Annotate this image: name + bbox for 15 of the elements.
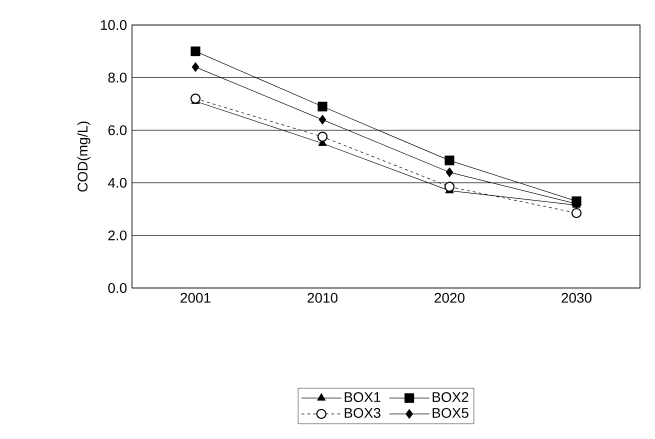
x-tick-label: 2020 — [434, 292, 465, 303]
y-tick-label: 2.0 — [108, 230, 127, 240]
y-tick-label: 10.0 — [100, 20, 127, 30]
y-axis-title: COD(mg/L) — [77, 122, 90, 192]
x-tick-label: 2001 — [180, 292, 210, 303]
x-tick-label: 2010 — [308, 292, 338, 303]
x-tick-label: 2030 — [562, 292, 592, 303]
y-tick-label: 8.0 — [108, 72, 127, 83]
legend-label: BOX3 — [344, 408, 380, 418]
y-tick-label: 4.0 — [108, 178, 127, 188]
legend-label: BOX2 — [432, 392, 468, 402]
legend-label: BOX5 — [432, 408, 468, 418]
y-tick-label: 6.0 — [108, 125, 127, 136]
y-tick-label: 0.0 — [108, 283, 127, 293]
legend-label: BOX1 — [344, 392, 380, 402]
